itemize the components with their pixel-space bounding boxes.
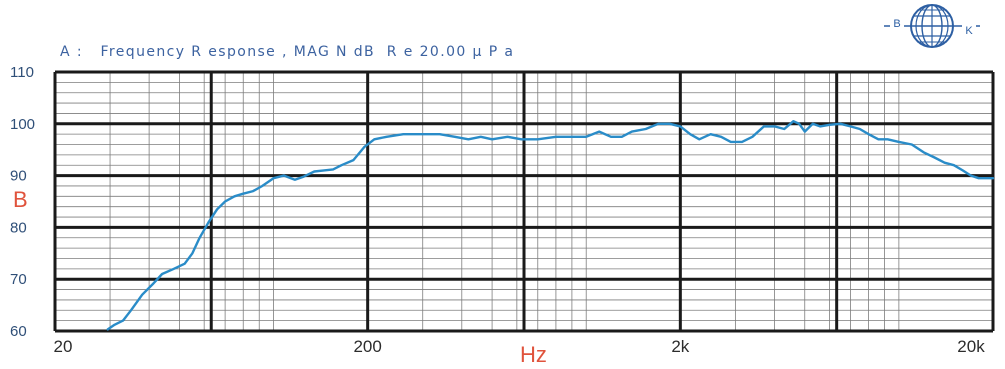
- y-tick-label: 100: [10, 116, 35, 133]
- y-tick-label: 90: [10, 168, 27, 185]
- x-tick-label: 20: [54, 337, 73, 356]
- grid-lines: [53, 70, 995, 333]
- x-axis-label: Hz: [520, 342, 547, 367]
- y-tick-label: 70: [10, 271, 27, 288]
- x-tick-label: 20k: [957, 337, 985, 356]
- logo-letter-left: B: [893, 18, 900, 30]
- logo-letter-right: K: [965, 25, 973, 37]
- y-tick-label: 60: [10, 323, 27, 340]
- y-tick-label: 110: [10, 64, 34, 81]
- chart-title: A : Frequency R esponse , MAG N dB R e 2…: [60, 44, 515, 60]
- x-tick-label: 2k: [671, 337, 689, 356]
- y-axis-label: B: [13, 187, 28, 212]
- x-tick-labels: 20 200 2k 20k: [54, 337, 986, 356]
- bk-globe-logo: B K: [884, 4, 980, 48]
- response-curve: [106, 120, 995, 331]
- y-tick-labels: 60 70 80 90 100 110: [10, 64, 35, 340]
- x-tick-label: 200: [353, 337, 381, 356]
- y-tick-label: 80: [10, 219, 27, 236]
